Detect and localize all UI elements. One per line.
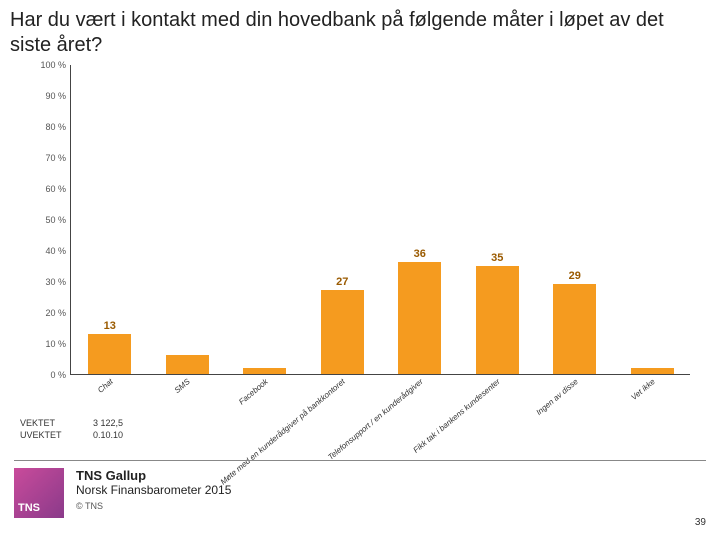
weight-label: VEKTET	[20, 418, 75, 428]
weight-value: 3 122,5	[93, 418, 123, 428]
plot-area: 13 27 36 35 29	[70, 65, 690, 375]
x-tick-label: Vet ikke	[630, 377, 657, 402]
weight-row: UVEKTET 0.10.10	[20, 430, 123, 440]
footer: TNS TNS Gallup Norsk Finansbarometer 201…	[14, 468, 706, 518]
footer-divider	[14, 460, 706, 461]
x-tick-label: SMS	[173, 377, 192, 395]
weight-table: VEKTET 3 122,5 UVEKTET 0.10.10	[20, 418, 123, 442]
bar-value-label: 35	[491, 252, 503, 266]
bar	[631, 368, 674, 374]
y-tick: 0 %	[20, 370, 66, 380]
x-tick-label: Telefonsupport / en kunderådgiver	[326, 377, 425, 462]
y-tick: 70 %	[20, 153, 66, 163]
y-tick: 80 %	[20, 122, 66, 132]
footer-copyright: © TNS	[76, 501, 231, 511]
weight-label: UVEKTET	[20, 430, 75, 440]
bar-value-label: 13	[104, 320, 116, 334]
tns-logo: TNS	[14, 468, 64, 518]
y-tick: 60 %	[20, 184, 66, 194]
bar-value-label: 36	[414, 248, 426, 262]
y-tick: 40 %	[20, 246, 66, 256]
y-tick: 10 %	[20, 339, 66, 349]
bar: 36	[398, 262, 441, 374]
page-number: 39	[695, 517, 706, 528]
y-tick: 20 %	[20, 308, 66, 318]
x-tick-label: Fikk tak i bankens kundesenter	[412, 377, 502, 455]
y-tick: 90 %	[20, 91, 66, 101]
weight-row: VEKTET 3 122,5	[20, 418, 123, 428]
footer-subtitle: Norsk Finansbarometer 2015	[76, 483, 231, 497]
bar: 29	[553, 284, 596, 374]
bar-chart: 13 27 36 35 29 0 % 10 % 20 % 30 % 40 % 50 % 60 % 70…	[20, 65, 700, 435]
x-tick-label: Ingen av disse	[534, 377, 579, 417]
bar	[243, 368, 286, 374]
x-tick-label: Facebook	[237, 377, 270, 406]
y-tick: 50 %	[20, 215, 66, 225]
y-tick: 100 %	[20, 60, 66, 70]
slide-title: Har du vært i kontakt med din hovedbank …	[0, 0, 720, 62]
bar: 35	[476, 266, 519, 375]
footer-brand: TNS Gallup	[76, 468, 231, 483]
bar	[166, 355, 209, 374]
weight-value: 0.10.10	[93, 430, 123, 440]
bar: 27	[321, 290, 364, 374]
y-tick: 30 %	[20, 277, 66, 287]
bar-value-label: 27	[336, 276, 348, 290]
x-tick-label: Chat	[96, 377, 115, 395]
bar-value-label: 29	[569, 270, 581, 284]
bar: 13	[88, 334, 131, 374]
